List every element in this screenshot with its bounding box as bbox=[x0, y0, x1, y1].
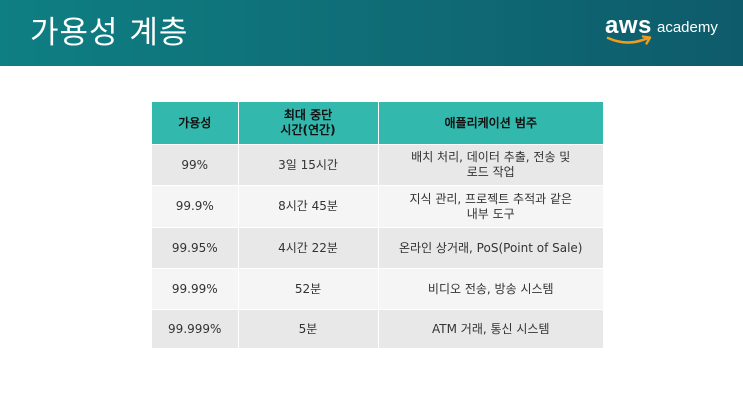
aws-academy-logo: aws academy bbox=[605, 13, 725, 53]
logo-product: academy bbox=[657, 19, 718, 36]
cell-downtime: 4시간 22분 bbox=[238, 227, 379, 269]
cell-category: 지식 관리, 프로젝트 추적과 같은 내부 도구 bbox=[378, 185, 603, 228]
cell-downtime: 8시간 45분 bbox=[238, 185, 379, 228]
cell-availability: 99.99% bbox=[152, 268, 239, 310]
table-row: 99.95% 4시간 22분 온라인 상거래, PoS(Point of Sal… bbox=[152, 227, 603, 269]
table-row: 99.9% 8시간 45분 지식 관리, 프로젝트 추적과 같은 내부 도구 bbox=[152, 185, 603, 228]
header-max-downtime: 최대 중단 시간(연간) bbox=[238, 102, 379, 145]
logo-brand: aws bbox=[605, 12, 652, 39]
cell-availability: 99.999% bbox=[152, 309, 239, 348]
aws-smile-arrow-icon bbox=[606, 35, 652, 45]
table-header-row: 가용성 최대 중단 시간(연간) 애플리케이션 범주 bbox=[152, 102, 603, 145]
cell-downtime: 52분 bbox=[238, 268, 379, 310]
slide-header: 가용성 계층 aws academy bbox=[0, 0, 743, 66]
availability-table: 가용성 최대 중단 시간(연간) 애플리케이션 범주 99% 3일 15시간 배… bbox=[152, 102, 603, 348]
table-row: 99% 3일 15시간 배치 처리, 데이터 추출, 전송 및 로드 작업 bbox=[152, 144, 603, 186]
cell-availability: 99.9% bbox=[152, 185, 239, 228]
table-row: 99.999% 5분 ATM 거래, 통신 시스템 bbox=[152, 309, 603, 348]
cell-availability: 99.95% bbox=[152, 227, 239, 269]
header-application-category: 애플리케이션 범주 bbox=[378, 102, 603, 145]
cell-downtime: 3일 15시간 bbox=[238, 144, 379, 186]
cell-category: 배치 처리, 데이터 추출, 전송 및 로드 작업 bbox=[378, 144, 603, 186]
table-row: 99.99% 52분 비디오 전송, 방송 시스템 bbox=[152, 268, 603, 310]
cell-downtime: 5분 bbox=[238, 309, 379, 348]
cell-category: ATM 거래, 통신 시스템 bbox=[378, 309, 603, 348]
cell-availability: 99% bbox=[152, 144, 239, 186]
cell-category: 비디오 전송, 방송 시스템 bbox=[378, 268, 603, 310]
slide-title: 가용성 계층 bbox=[30, 15, 189, 51]
header-availability: 가용성 bbox=[152, 102, 239, 145]
cell-category: 온라인 상거래, PoS(Point of Sale) bbox=[378, 227, 603, 269]
